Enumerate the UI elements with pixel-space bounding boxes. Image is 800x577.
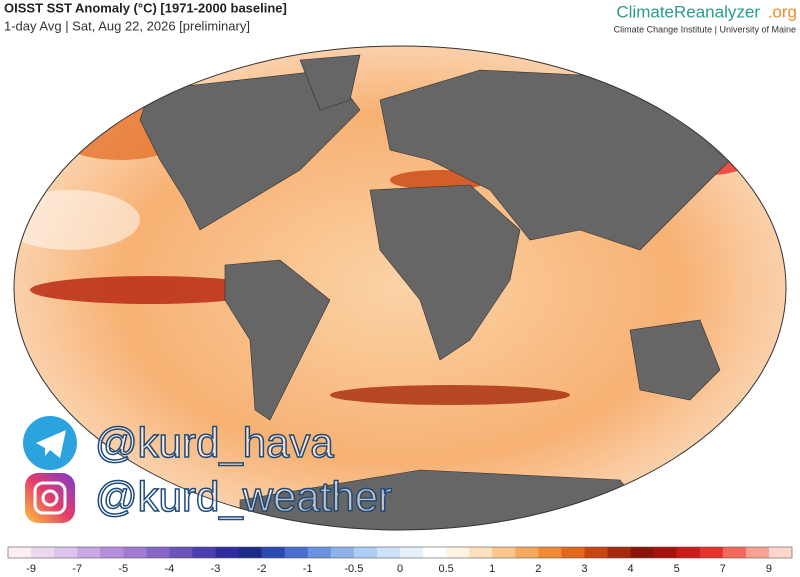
brand-domain: .org	[768, 2, 797, 21]
colorbar-tick-label: 0	[397, 563, 403, 575]
colorbar-tick-label: -0.5	[344, 563, 363, 575]
colorbar-swatch	[538, 547, 562, 558]
colorbar-swatch	[492, 547, 516, 558]
colorbar-tick-label: -7	[72, 563, 82, 575]
colorbar-tick-label: -4	[165, 563, 175, 575]
colorbar-swatch	[353, 547, 378, 558]
colorbar-swatch	[123, 547, 147, 558]
instagram-glyph	[33, 481, 67, 515]
colorbar-swatch	[54, 547, 78, 558]
colorbar-swatch	[146, 547, 170, 558]
africa	[369, 184, 521, 361]
colorbar-swatch	[77, 547, 101, 558]
instagram-handle: @kurd_weather	[95, 473, 392, 520]
colorbar-swatch	[284, 547, 309, 558]
colorbar-tick-label: -5	[118, 563, 128, 575]
south-america	[224, 259, 331, 421]
colorbar-swatch	[31, 547, 55, 558]
colorbar-swatch	[561, 547, 585, 558]
colorbar-swatch	[423, 547, 447, 558]
colorbar-tick-label: -2	[257, 563, 267, 575]
colorbar-tick-label: 5	[674, 563, 680, 575]
colorbar-tick-label: 0.5	[438, 563, 453, 575]
colorbar-tick-label: -9	[26, 563, 36, 575]
colorbar-swatch	[653, 547, 678, 558]
colorbar-swatch	[376, 547, 401, 558]
australia	[629, 319, 721, 401]
telegram-plane	[36, 430, 66, 458]
colorbar-tick-label: 9	[766, 563, 772, 575]
colorbar-swatch	[768, 547, 793, 558]
colorbar-swatch	[307, 547, 332, 558]
colorbar-swatch	[607, 547, 632, 558]
colorbar-swatch	[238, 547, 263, 558]
instagram-lens	[41, 489, 59, 507]
colorbar-swatch	[261, 547, 286, 558]
colorbar-swatch	[584, 547, 609, 558]
warm-band	[330, 385, 570, 405]
colorbar-swatch	[699, 547, 724, 558]
subtitle: 1-day Avg | Sat, Aug 22, 2026 [prelimina…	[4, 18, 250, 33]
colorbar-swatch	[192, 547, 217, 558]
brand-name: ClimateReanalyzer	[616, 2, 760, 21]
warm-band	[30, 276, 270, 304]
colorbar-tick-label: 4	[628, 563, 634, 575]
map	[14, 46, 786, 530]
colorbar-swatch	[215, 547, 240, 558]
colorbar-swatch	[446, 547, 470, 558]
title: OISST SST Anomaly (°C) [1971-2000 baseli…	[4, 0, 287, 15]
colorbar-swatch	[169, 547, 193, 558]
colorbar-swatch	[8, 547, 32, 558]
colorbar-tick-label: 3	[581, 563, 587, 575]
colorbar-swatch	[745, 547, 770, 558]
instagram-icon	[25, 473, 75, 523]
colorbar-swatch	[722, 547, 747, 558]
colorbar-swatch	[100, 547, 124, 558]
brand-tagline: Climate Change Institute | University of…	[614, 24, 796, 34]
colorbar-swatch	[400, 547, 424, 558]
telegram-handle: @kurd_hava	[95, 419, 334, 466]
colorbar-swatch	[515, 547, 539, 558]
colorbar-swatch	[330, 547, 355, 558]
colorbar-swatch	[469, 547, 493, 558]
colorbar-swatch	[630, 547, 655, 558]
colorbar-tick-label: -3	[211, 563, 221, 575]
colorbar-tick-label: -1	[303, 563, 313, 575]
colorbar-tick-label: 7	[720, 563, 726, 575]
colorbar-swatch	[676, 547, 701, 558]
map-outline	[13, 45, 787, 531]
greenland	[299, 54, 361, 111]
colorbar-frame	[7, 546, 793, 559]
colorbar: -9 -7 -5 -4 -3 -2 -1 -0.5 0 0.5 1 2 3 4 5 7 9	[7, 546, 793, 575]
colorbar-tick-label: 2	[535, 563, 541, 575]
colorbar-tick-label: 1	[489, 563, 495, 575]
